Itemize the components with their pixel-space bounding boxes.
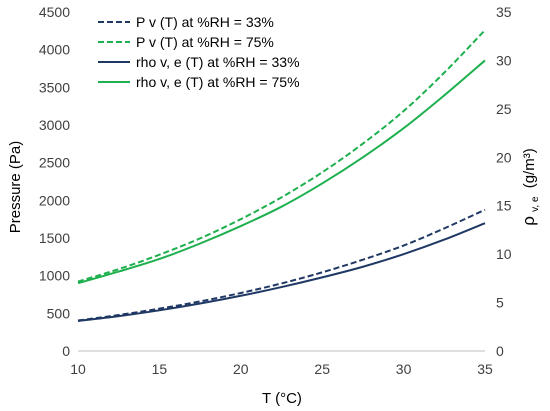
y-tick-label: 4500 xyxy=(39,4,70,20)
y-tick-label: 1500 xyxy=(39,230,70,246)
legend-label-4: rho v, e (T) at %RH = 75% xyxy=(136,74,300,90)
y-tick-label: 3000 xyxy=(39,117,70,133)
legend-label-2: P v (T) at %RH = 75% xyxy=(136,34,274,50)
legend: P v (T) at %RH = 33% P v (T) at %RH = 75%… xyxy=(98,14,300,90)
y2-tick-labels: 0 5 10 15 20 25 30 35 xyxy=(496,4,512,359)
x-tick-label: 25 xyxy=(314,361,330,377)
y2-axis-title: ρ v, e (g/m³) xyxy=(519,148,542,225)
y-tick-label: 2500 xyxy=(39,155,70,171)
y-tick-label: 1000 xyxy=(39,268,70,284)
y2-tick-label: 30 xyxy=(496,52,512,68)
legend-label-3: rho v, e (T) at %RH = 33% xyxy=(136,54,300,70)
y2-axis-title-sub: v, e xyxy=(530,196,541,212)
series-line-3 xyxy=(77,222,486,322)
y-tick-labels: 0 500 1000 1500 2000 2500 3000 3500 4000 4500 xyxy=(39,4,70,359)
x-tick-label: 10 xyxy=(70,361,86,377)
y-tick-label: 500 xyxy=(47,305,71,321)
series-line-2 xyxy=(77,29,486,283)
y2-tick-label: 10 xyxy=(496,246,512,262)
x-tick-label: 35 xyxy=(477,361,493,377)
y-tick-label: 2000 xyxy=(39,192,70,208)
y2-tick-label: 5 xyxy=(496,295,504,311)
x-tick-labels: 10 15 20 25 30 35 xyxy=(70,361,493,377)
y2-axis-title-units: (g/m³) xyxy=(521,148,538,188)
y-tick-label: 3500 xyxy=(39,79,70,95)
x-axis-title: T (°C) xyxy=(262,390,302,407)
x-tick-label: 30 xyxy=(396,361,412,377)
y2-axis-title-main: ρ xyxy=(519,216,538,226)
plot-area: 10 15 20 25 30 35 050010001500200025003000350… xyxy=(39,4,512,377)
y2-tick-label: 25 xyxy=(496,101,512,117)
y-tick-label: 4000 xyxy=(39,42,70,58)
y-axis-title: Pressure (Pa) xyxy=(7,141,24,234)
legend-label-1: P v (T) at %RH = 33% xyxy=(136,14,274,30)
y2-tick-label: 35 xyxy=(496,4,512,20)
y2-tick-label: 0 xyxy=(496,343,504,359)
series-line-1 xyxy=(77,208,486,322)
x-tick-label: 15 xyxy=(152,361,168,377)
y2-tick-label: 15 xyxy=(496,198,512,214)
y2-tick-label: 20 xyxy=(496,149,512,165)
series-lines xyxy=(77,29,486,322)
y-tick-label: 0 xyxy=(62,343,70,359)
series-line-4 xyxy=(77,59,486,285)
x-tick-label: 20 xyxy=(233,361,249,377)
